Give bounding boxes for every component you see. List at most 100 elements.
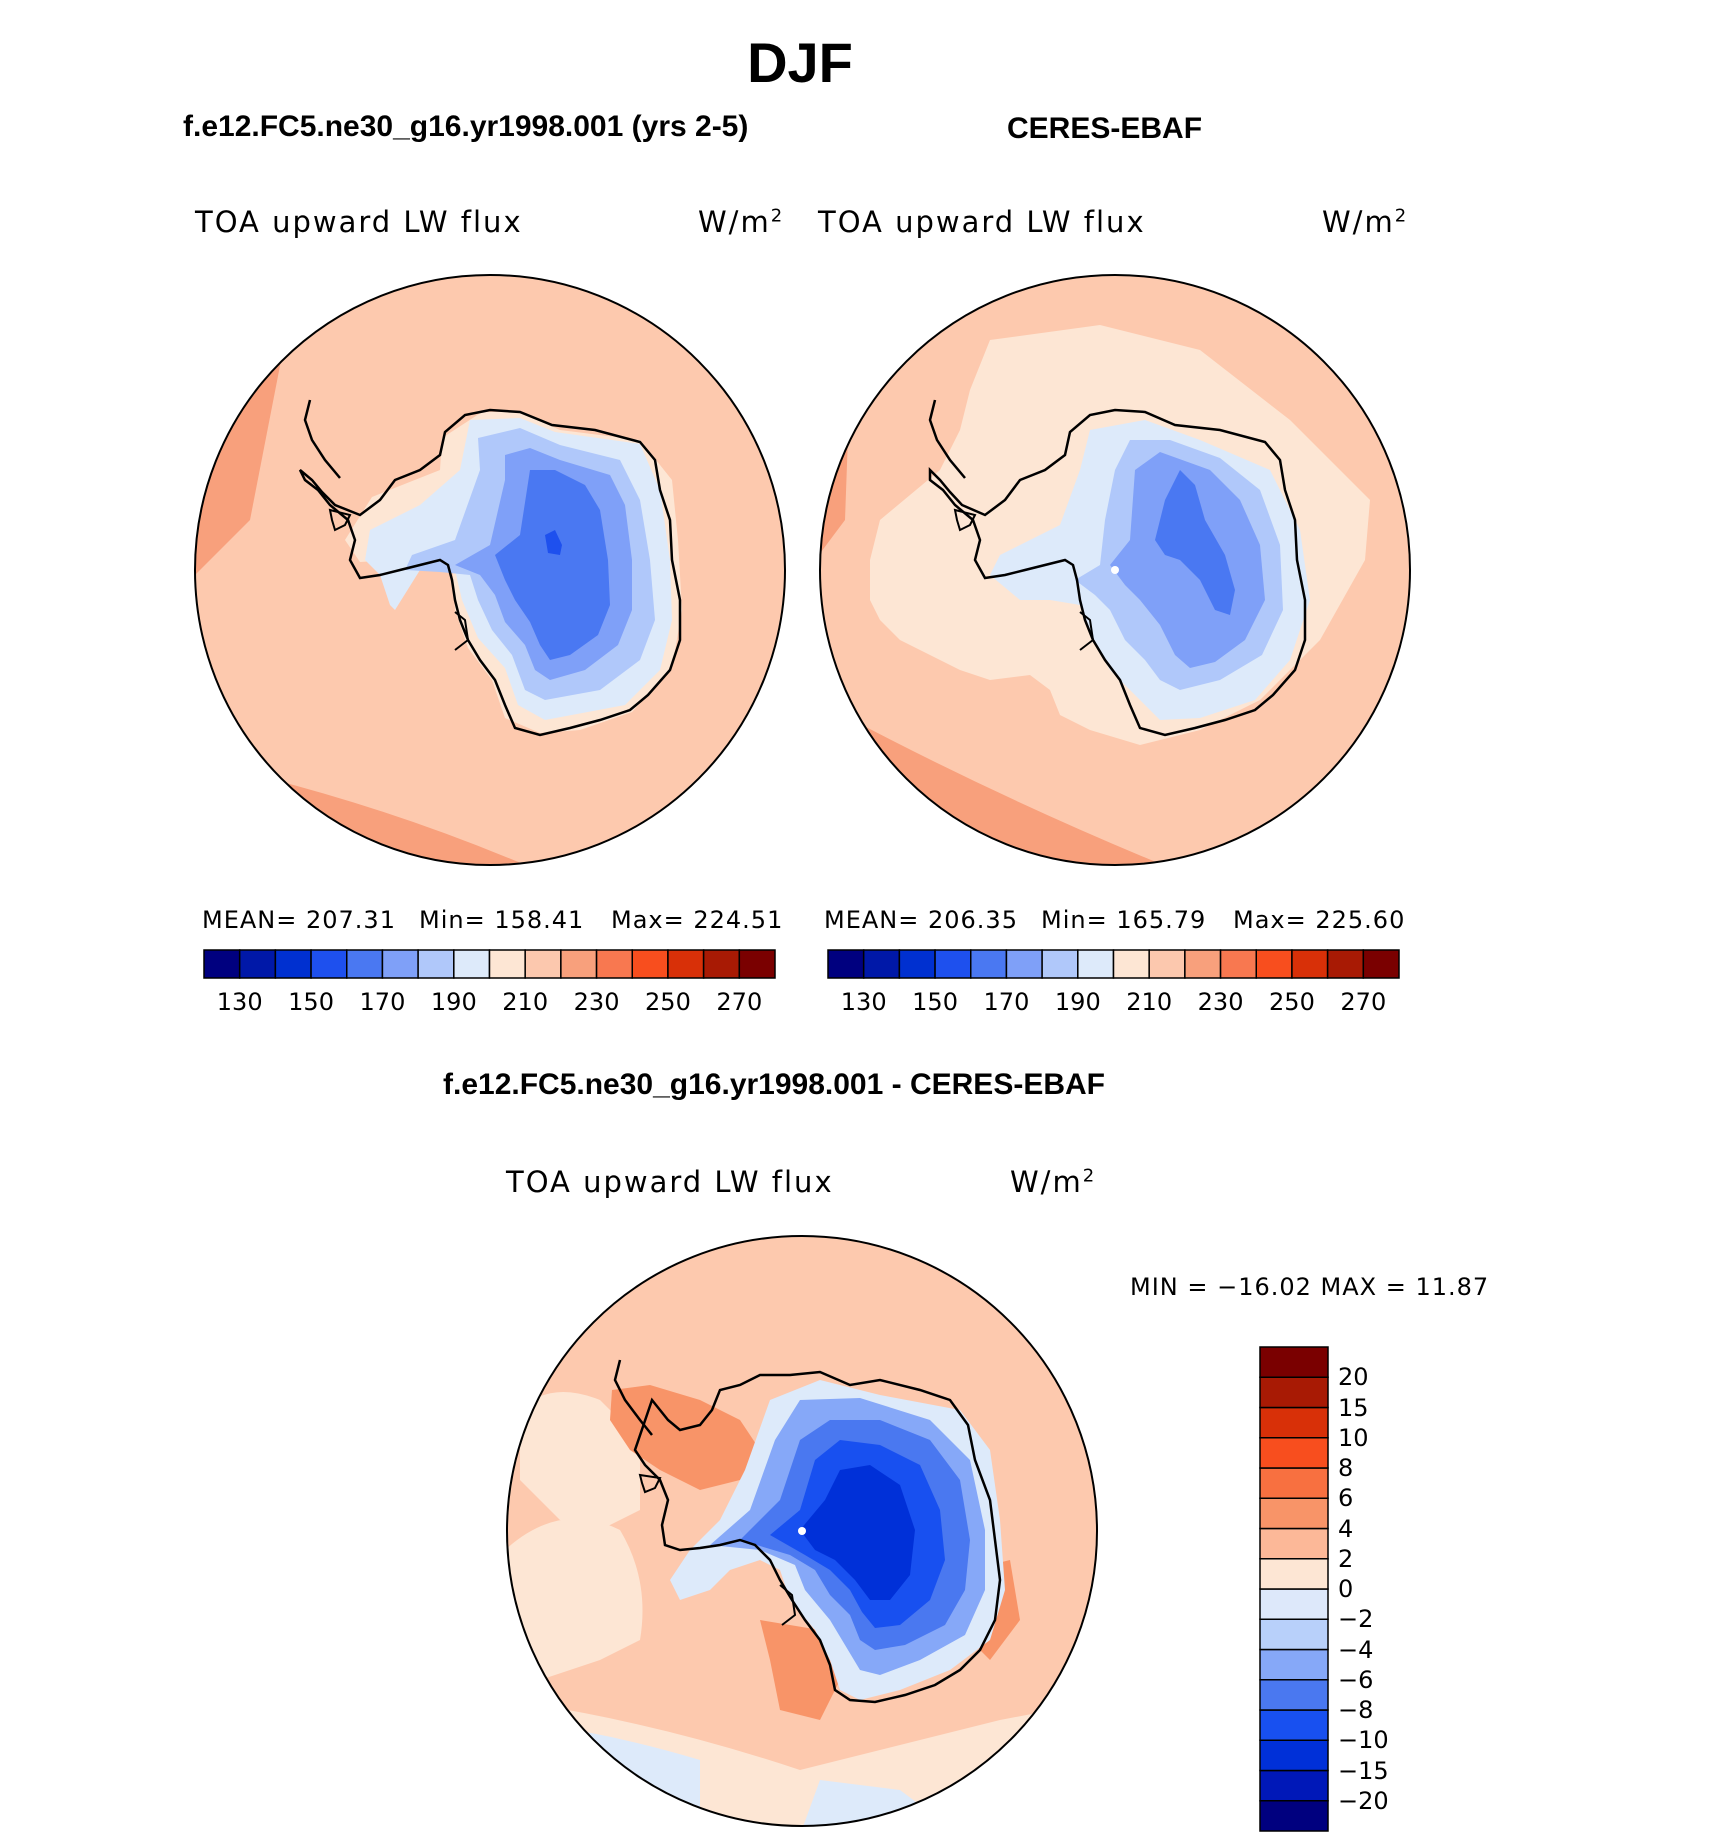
model-colorbar-box <box>310 949 348 979</box>
obs-colorbar-box <box>970 949 1008 979</box>
obs-colorbar-box <box>1362 949 1400 979</box>
diff-pole-marker <box>798 1527 806 1535</box>
diff-tick-label: 20 <box>1338 1363 1369 1392</box>
diff-tick-label: 0 <box>1338 1575 1354 1603</box>
diff-tick-label: 4 <box>1338 1514 1354 1543</box>
obs-colorbar-box <box>934 949 972 979</box>
diff-colorbar-box <box>1259 1527 1329 1560</box>
diff-colorbar-box <box>1259 1558 1329 1590</box>
obs-colorbar-box <box>1077 949 1115 979</box>
obs-map-frame <box>819 274 1411 866</box>
diff-tick-label: −10 <box>1338 1726 1389 1755</box>
diff-tick-label: −15 <box>1338 1756 1389 1785</box>
model-tick-label: 230 <box>573 988 620 1016</box>
diff-tick-label: 10 <box>1338 1423 1369 1452</box>
diff-colorbar-box <box>1259 1588 1329 1620</box>
diff-tick-label: 6 <box>1338 1484 1354 1513</box>
model-colorbar-box <box>274 949 312 979</box>
obs-tick-label: 130 <box>840 988 887 1016</box>
obs-colorbar-box <box>1041 949 1079 979</box>
model-colorbar-box <box>631 949 669 979</box>
model-colorbar-box <box>524 949 562 979</box>
diff-tick-label: −2 <box>1338 1605 1374 1634</box>
obs-colorbar-box <box>827 949 865 979</box>
obs-coastline <box>928 408 1307 737</box>
obs-colorbar-box <box>1291 949 1329 979</box>
diff-variable-label: TOA upward LW flux <box>506 1165 834 1199</box>
diff-colorbar-box <box>1259 1648 1329 1681</box>
model-tick-label: 210 <box>502 988 549 1016</box>
obs-max: Max= 225.60 <box>1233 906 1406 934</box>
model-max: Max= 224.51 <box>611 906 784 934</box>
diff-tick-label: −4 <box>1338 1635 1374 1664</box>
diff-tick-label: −6 <box>1338 1665 1374 1694</box>
diff-colorbar-box <box>1259 1346 1329 1378</box>
obs-colorbar <box>827 949 1400 979</box>
diff-tick-label: −20 <box>1338 1786 1389 1815</box>
model-tick-label: 270 <box>716 988 763 1016</box>
model-tick-label: 170 <box>359 988 406 1016</box>
model-colorbar-box <box>667 949 705 979</box>
model-tick-label: 150 <box>288 988 334 1016</box>
obs-mean: MEAN= 206.35 <box>824 906 1018 934</box>
obs-variable-label: TOA upward LW flux <box>818 205 1146 239</box>
diff-colorbar <box>1259 1346 1329 1832</box>
obs-tick-label: 170 <box>983 988 1030 1016</box>
diff-tick-label: 2 <box>1338 1544 1354 1573</box>
diff-warm-ross <box>760 1620 840 1720</box>
model-colorbar-box <box>595 949 633 979</box>
diff-colorbar-box <box>1259 1376 1329 1409</box>
obs-min: Min= 165.79 <box>1041 906 1207 934</box>
diff-units-label: W/m2 <box>1010 1165 1097 1199</box>
diff-map-frame <box>506 1235 1098 1827</box>
model-coastline <box>298 408 682 737</box>
diff-case-title: f.e12.FC5.ne30_g16.yr1998.001 - CERES-EB… <box>443 1068 1105 1101</box>
obs-colorbar-box <box>1326 949 1365 979</box>
right-case-title: CERES-EBAF <box>1007 112 1203 145</box>
obs-tick-label: 150 <box>912 988 958 1016</box>
model-map-frame <box>194 274 786 866</box>
model-units-label: W/m2 <box>698 205 785 239</box>
model-mean: MEAN= 207.31 <box>202 906 396 934</box>
model-variable-label: TOA upward LW flux <box>195 205 523 239</box>
model-min: Min= 158.41 <box>419 906 585 934</box>
obs-tick-label: 230 <box>1197 988 1244 1016</box>
model-colorbar-box <box>346 949 384 979</box>
diff-colorbar-box <box>1259 1437 1329 1469</box>
diff-colorbar-box <box>1259 1497 1329 1530</box>
obs-map <box>819 274 1411 866</box>
obs-pole-marker <box>1111 566 1119 574</box>
diff-tick-label: 8 <box>1338 1454 1354 1482</box>
season-title: DJF <box>747 31 853 94</box>
diff-colorbar-box <box>1259 1709 1329 1741</box>
obs-colorbar-box <box>1184 949 1222 979</box>
diff-west-light <box>507 1518 643 1680</box>
obs-colorbar-box <box>1219 949 1257 979</box>
model-colorbar-box <box>453 949 491 979</box>
model-colorbar-box <box>417 949 455 979</box>
obs-tick-label: 250 <box>1269 988 1315 1016</box>
obs-tick-label: 270 <box>1340 988 1387 1016</box>
model-tick-label: 130 <box>216 988 263 1016</box>
obs-colorbar-box <box>1148 949 1186 979</box>
obs-tick-label: 190 <box>1054 988 1101 1016</box>
diff-colorbar-box <box>1259 1679 1329 1711</box>
model-colorbar-box <box>560 949 598 979</box>
model-icesheet <box>345 412 682 733</box>
diff-colorbar-box <box>1259 1467 1329 1499</box>
left-case-title: f.e12.FC5.ne30_g16.yr1998.001 (yrs 2-5) <box>183 110 749 143</box>
obs-colorbar-box <box>898 949 936 979</box>
model-colorbar-box <box>203 949 241 979</box>
obs-colorbar-box <box>1255 949 1293 979</box>
obs-icesheet <box>990 420 1310 720</box>
diff-colorbar-box <box>1259 1769 1329 1802</box>
diff-tick-label: 15 <box>1338 1393 1369 1422</box>
model-colorbar-box <box>702 949 741 979</box>
model-colorbar-box <box>738 949 776 979</box>
diff-tick-label: −8 <box>1338 1696 1374 1724</box>
diff-icesheet <box>670 1380 1005 1700</box>
obs-units-label: W/m2 <box>1322 205 1409 239</box>
model-colorbar <box>203 949 776 979</box>
model-map <box>194 274 786 866</box>
